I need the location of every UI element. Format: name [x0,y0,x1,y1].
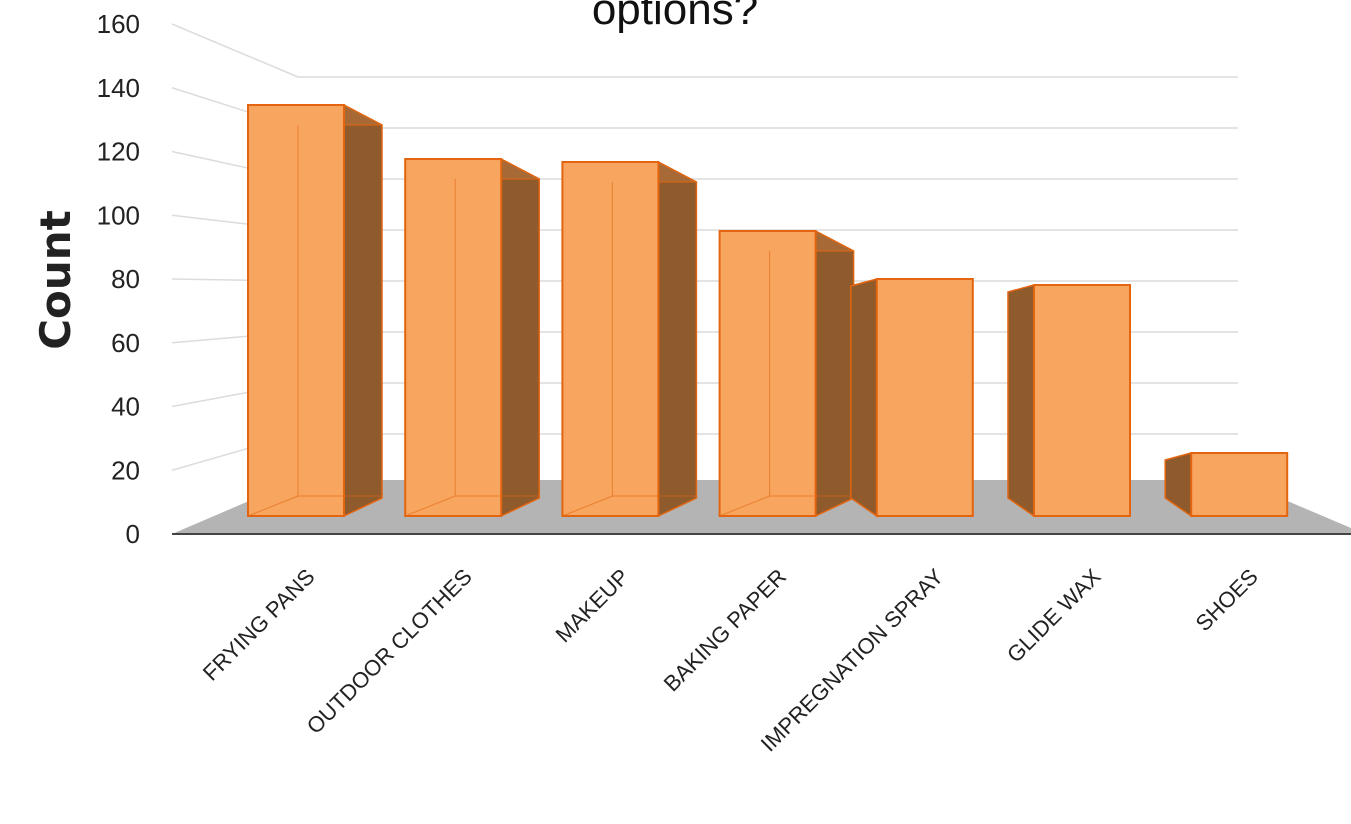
y-tick-label: 80 [111,264,140,294]
bar [561,160,698,518]
y-tick-label: 0 [126,519,140,549]
bar-inner-edge [719,495,770,517]
bar-side [657,160,698,518]
x-tick-label: OUTDOOR CLOTHES [302,564,477,739]
y-tick-label: 120 [97,137,140,167]
x-tick-label: MAKEUP [551,564,634,647]
chart-title: options? [592,0,758,34]
bar [850,278,974,518]
y-tick-label: 60 [111,328,140,358]
bar [1007,284,1131,518]
y-tick-label: 40 [111,392,140,422]
y-tick-label: 20 [111,455,140,485]
bar-front [1033,284,1131,517]
bar [404,157,540,518]
bar [247,103,383,518]
bar-inner-edge [247,495,299,517]
bar-inner-edge [405,495,456,517]
bar-side [500,157,540,518]
bar-inner-edge [562,495,613,517]
bar [1164,452,1289,518]
x-tick-label: SHOES [1191,564,1263,636]
bar-front [247,104,345,517]
x-tick-label: FRYING PANS [198,564,320,686]
bar-side [1007,284,1035,518]
x-tick-label: GLIDE WAX [1002,564,1106,668]
bar-side [814,229,855,518]
y-tick-label: 140 [97,73,140,103]
y-axis-label: Count [31,210,80,350]
bar-front [561,161,660,517]
bar-front [404,158,503,517]
bars [247,103,1289,518]
gridline-diagonal [171,23,299,78]
y-tick-label: 160 [97,9,140,39]
y-axis-ticks: 0 20 40 60 80 100 120 140 160 [97,9,140,549]
bar-side [343,103,383,518]
x-tick-label: IMPREGNATION SPRAY [756,564,949,757]
y-tick-label: 100 [97,200,140,230]
bar-front [875,278,974,517]
bar-side [850,278,878,518]
bar [718,229,855,518]
x-tick-label: BAKING PAPER [659,564,791,696]
bar-front [718,230,817,517]
bar-front [1190,452,1289,517]
